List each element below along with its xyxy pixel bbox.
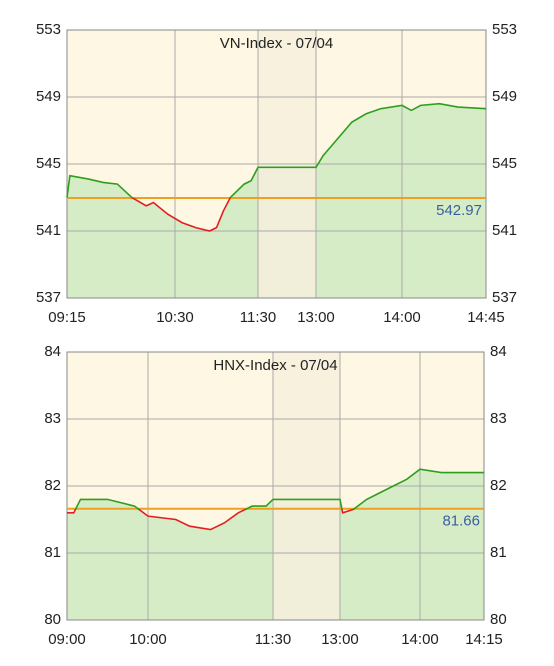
- y-tick-label: 549: [36, 88, 61, 105]
- y2-tick-label: 81: [490, 544, 507, 561]
- y-tick-label: 80: [44, 611, 61, 628]
- y-tick-label: 82: [44, 477, 61, 494]
- y-tick-label: 83: [44, 410, 61, 427]
- y2-tick-label: 541: [492, 222, 517, 239]
- x-tick-label: 13:00: [321, 631, 359, 648]
- y2-tick-label: 537: [492, 289, 517, 306]
- x-tick-label: 10:30: [156, 309, 194, 326]
- y2-tick-label: 545: [492, 155, 517, 172]
- y2-tick-label: 549: [492, 88, 517, 105]
- chart-title: HNX-Index - 07/04: [213, 357, 337, 374]
- x-tick-label: 14:15: [465, 631, 503, 648]
- price-line: [67, 468, 484, 531]
- x-tick-label: 09:00: [48, 631, 86, 648]
- y-tick-label: 537: [36, 289, 61, 306]
- y2-tick-label: 84: [490, 343, 507, 360]
- x-tick-label: 11:30: [255, 631, 291, 648]
- x-tick-label: 14:00: [401, 631, 439, 648]
- price-line: [66, 102, 487, 232]
- y2-tick-label: 553: [492, 21, 517, 38]
- y-tick-label: 84: [44, 343, 61, 360]
- x-tick-label: 14:45: [467, 309, 505, 326]
- x-tick-label: 10:00: [129, 631, 167, 648]
- y-tick-label: 545: [36, 155, 61, 172]
- plot-frame: [66, 351, 485, 621]
- y-tick-label: 553: [36, 21, 61, 38]
- y-tick-label: 541: [36, 222, 61, 239]
- reference-label: 542.97: [436, 202, 482, 219]
- y-tick-label: 81: [44, 544, 61, 561]
- x-tick-label: 11:30: [240, 309, 276, 326]
- x-tick-label: 09:15: [48, 309, 86, 326]
- y2-tick-label: 82: [490, 477, 507, 494]
- plot-frame: [66, 29, 487, 299]
- x-tick-label: 13:00: [297, 309, 335, 326]
- chart-title: VN-Index - 07/04: [220, 35, 333, 52]
- y2-tick-label: 83: [490, 410, 507, 427]
- x-tick-label: 14:00: [383, 309, 421, 326]
- reference-label: 81.66: [442, 513, 480, 530]
- y2-tick-label: 80: [490, 611, 507, 628]
